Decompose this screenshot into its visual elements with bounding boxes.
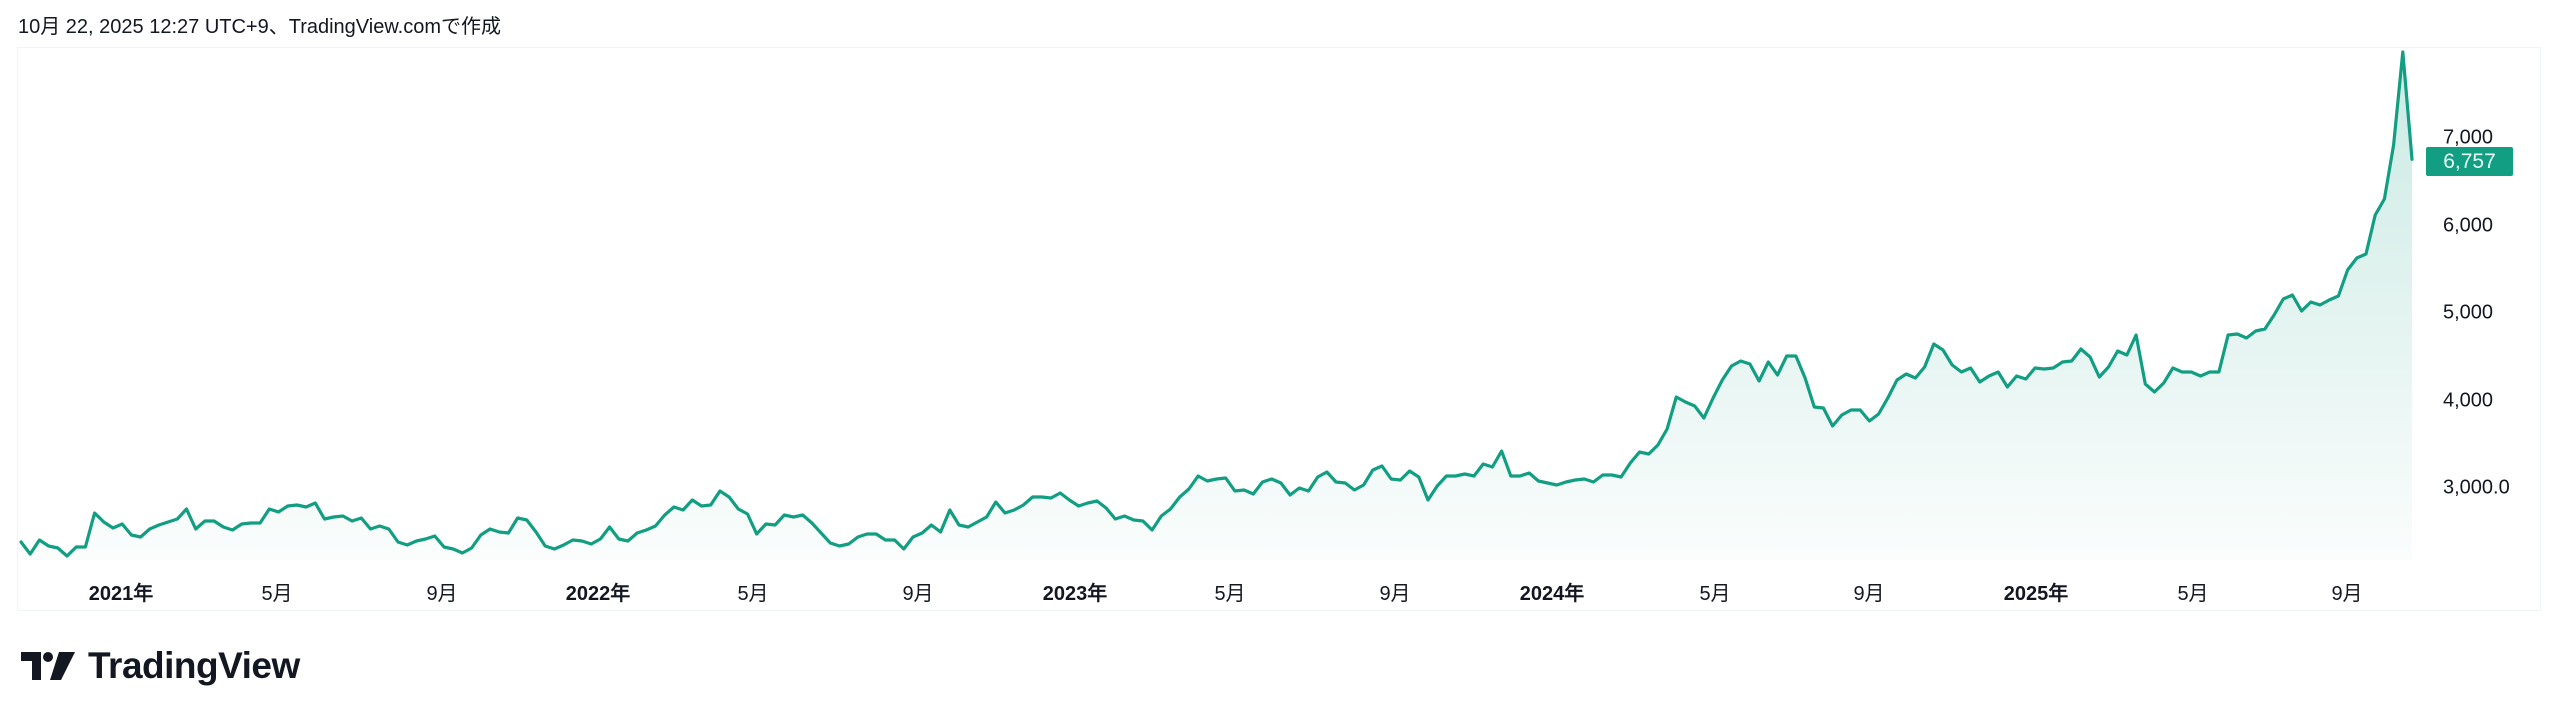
time-axis-month-label: 9月 [902,583,934,605]
chart-frame [17,47,2541,611]
time-axis-month-label: 5月 [1214,583,1246,605]
tradingview-logo[interactable]: TradingView [21,645,300,686]
time-axis-month-label: 5月 [2177,583,2209,605]
price-line [19,50,2414,558]
time-axis-month-label: 9月 [1379,583,1411,605]
price-axis-label: 6,000 [2443,214,2494,236]
price-axis-label: 4,000 [2443,389,2494,411]
time-axis-year-label: 2024年 [1519,583,1585,605]
chart-caption: 10月 22, 2025 12:27 UTC+9、TradingView.com… [18,13,514,41]
price-axis-label: 7,000 [2443,126,2494,149]
time-axis-month-label: 5月 [737,583,769,605]
time-axis-year-label: 2022年 [565,583,631,605]
price-axis-label: 3,000.0 [2443,476,2510,499]
time-axis-month-label: 5月 [261,583,293,605]
time-axis-month-label: 9月 [1853,583,1885,605]
time-axis-year-label: 2021年 [88,583,154,605]
last-price-badge: 6,757 [2426,147,2513,176]
time-axis-month-label: 5月 [1699,583,1731,605]
time-axis-year-label: 2025年 [2003,583,2069,605]
time-axis-month-label: 9月 [2331,583,2363,605]
price-area-fill [21,52,2412,560]
tradingview-wordmark: TradingView [88,645,300,686]
price-axis-label: 5,000 [2443,301,2494,324]
tradingview-logo-icon [21,652,75,680]
time-axis-year-label: 2023年 [1042,583,1108,605]
time-axis-month-label: 9月 [426,583,458,605]
